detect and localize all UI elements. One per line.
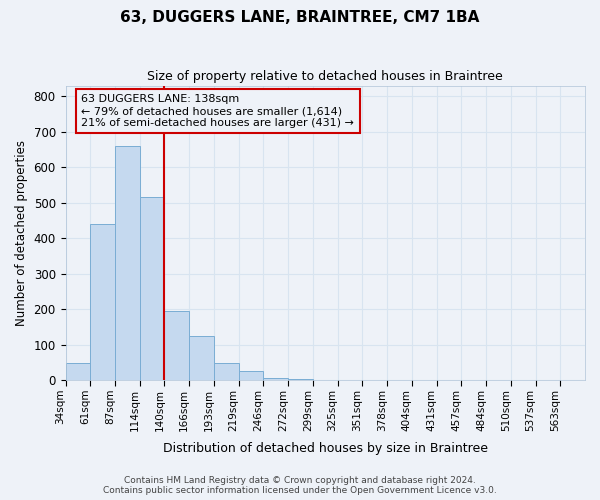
Bar (164, 311, 189, 380)
Bar (288, 378, 313, 380)
Text: 63, DUGGERS LANE, BRAINTREE, CM7 1BA: 63, DUGGERS LANE, BRAINTREE, CM7 1BA (121, 10, 479, 25)
Bar (115, 146, 140, 380)
Bar (65, 362, 90, 380)
Text: 63 DUGGERS LANE: 138sqm
← 79% of detached houses are smaller (1,614)
21% of semi: 63 DUGGERS LANE: 138sqm ← 79% of detache… (81, 94, 354, 128)
Bar (140, 198, 164, 380)
X-axis label: Distribution of detached houses by size in Braintree: Distribution of detached houses by size … (163, 442, 488, 455)
Bar (90, 224, 115, 380)
Bar (239, 371, 263, 380)
Title: Size of property relative to detached houses in Braintree: Size of property relative to detached ho… (148, 70, 503, 83)
Bar (263, 378, 288, 380)
Text: Contains HM Land Registry data © Crown copyright and database right 2024.
Contai: Contains HM Land Registry data © Crown c… (103, 476, 497, 495)
Y-axis label: Number of detached properties: Number of detached properties (15, 140, 28, 326)
Bar (214, 362, 239, 380)
Bar (189, 336, 214, 380)
